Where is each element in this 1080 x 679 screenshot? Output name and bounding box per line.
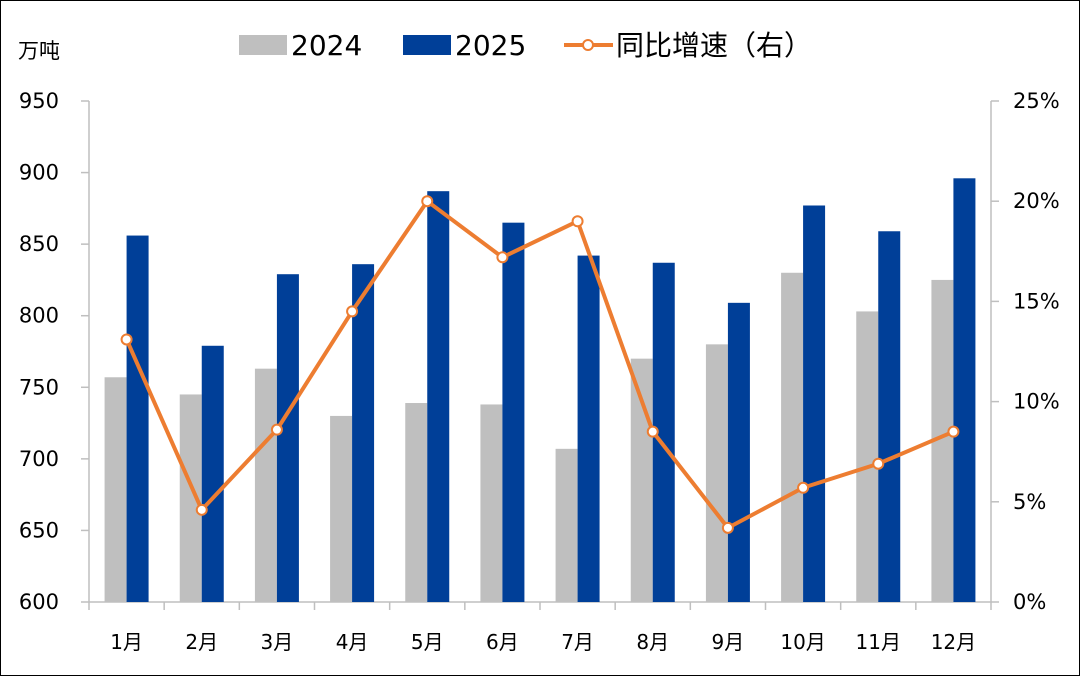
x-axis-ticks: 1月 2月 3月 4月 5月 6月 7月 8月 9月 10月 11月 12月 — [88, 602, 992, 654]
legend: 2024 2025 同比增速（右） — [239, 29, 812, 62]
x-tick-label: 6月 — [486, 630, 519, 654]
y-right-tick-label: 10% — [1013, 390, 1060, 414]
y-right-tick-label: 20% — [1013, 189, 1060, 213]
y-right-tick-label: 5% — [1013, 490, 1046, 514]
growth-point — [195, 503, 208, 516]
y-left-tick-label: 600 — [19, 590, 59, 614]
growth-point — [270, 423, 283, 436]
y-axis-unit-label: 万吨 — [18, 39, 60, 63]
bar-2025 — [201, 345, 224, 602]
bar-2024 — [480, 404, 503, 602]
bar-2024 — [179, 394, 202, 602]
growth-point — [721, 521, 734, 534]
legend-swatch-2025 — [403, 35, 451, 55]
y-left-tick-label: 950 — [19, 89, 59, 113]
growth-point — [421, 195, 434, 208]
growth-point — [120, 333, 133, 346]
bar-2024 — [856, 311, 879, 602]
bar-2025 — [126, 235, 149, 602]
legend-swatch-marker — [582, 39, 594, 51]
bar-2024 — [705, 344, 728, 602]
bar-2024 — [330, 415, 353, 602]
growth-point — [872, 457, 885, 470]
x-tick-label: 1月 — [110, 630, 143, 654]
x-tick-label: 12月 — [931, 630, 976, 654]
bar-2025 — [953, 178, 976, 602]
bar-2025 — [652, 262, 675, 602]
growth-line — [120, 195, 960, 534]
bar-2025 — [502, 222, 525, 602]
x-tick-label: 7月 — [561, 630, 594, 654]
bar-2025 — [276, 274, 299, 602]
bar-2025 — [577, 255, 600, 602]
y-axis-right-ticks: 0% 5% 10% 15% 20% 25% — [991, 89, 1060, 614]
growth-point — [947, 425, 960, 438]
y-right-tick-label: 25% — [1013, 89, 1060, 113]
x-tick-label: 3月 — [261, 630, 294, 654]
growth-point — [797, 481, 810, 494]
y-axis-left-ticks: 600 650 700 750 800 850 900 950 — [19, 89, 89, 614]
legend-label-2024: 2024 — [291, 29, 362, 62]
bar-2024 — [405, 403, 428, 602]
legend-label-growth: 同比增速（右） — [616, 29, 812, 62]
growth-point — [346, 305, 359, 318]
bar-2024 — [781, 272, 804, 602]
x-tick-label: 10月 — [780, 630, 825, 654]
bar-2024 — [931, 279, 954, 602]
y-left-tick-label: 700 — [19, 447, 59, 471]
y-left-tick-label: 750 — [19, 375, 59, 399]
bar-2025 — [878, 231, 901, 602]
y-left-tick-label: 850 — [19, 232, 59, 256]
bar-2024 — [254, 368, 277, 602]
y-left-tick-label: 800 — [19, 304, 59, 328]
bar-2025 — [352, 264, 375, 602]
bar-2024 — [555, 448, 578, 602]
legend-swatch-2024 — [239, 35, 287, 55]
bar-2024 — [104, 377, 127, 602]
bar-2025 — [727, 302, 750, 602]
bars — [104, 178, 976, 602]
y-right-tick-label: 0% — [1013, 590, 1046, 614]
x-tick-label: 4月 — [336, 630, 369, 654]
y-left-tick-label: 650 — [19, 518, 59, 542]
legend-label-2025: 2025 — [455, 29, 526, 62]
growth-line-path — [124, 199, 955, 530]
growth-point — [496, 251, 509, 264]
growth-point — [646, 425, 659, 438]
y-left-tick-label: 900 — [19, 161, 59, 185]
x-tick-label: 9月 — [712, 630, 745, 654]
bar-2025 — [803, 205, 826, 602]
growth-point — [571, 215, 584, 228]
x-tick-label: 2月 — [185, 630, 218, 654]
x-tick-label: 8月 — [636, 630, 669, 654]
y-right-tick-label: 15% — [1013, 289, 1060, 313]
x-tick-label: 5月 — [411, 630, 444, 654]
bar-2025 — [427, 191, 450, 602]
x-tick-label: 11月 — [856, 630, 901, 654]
